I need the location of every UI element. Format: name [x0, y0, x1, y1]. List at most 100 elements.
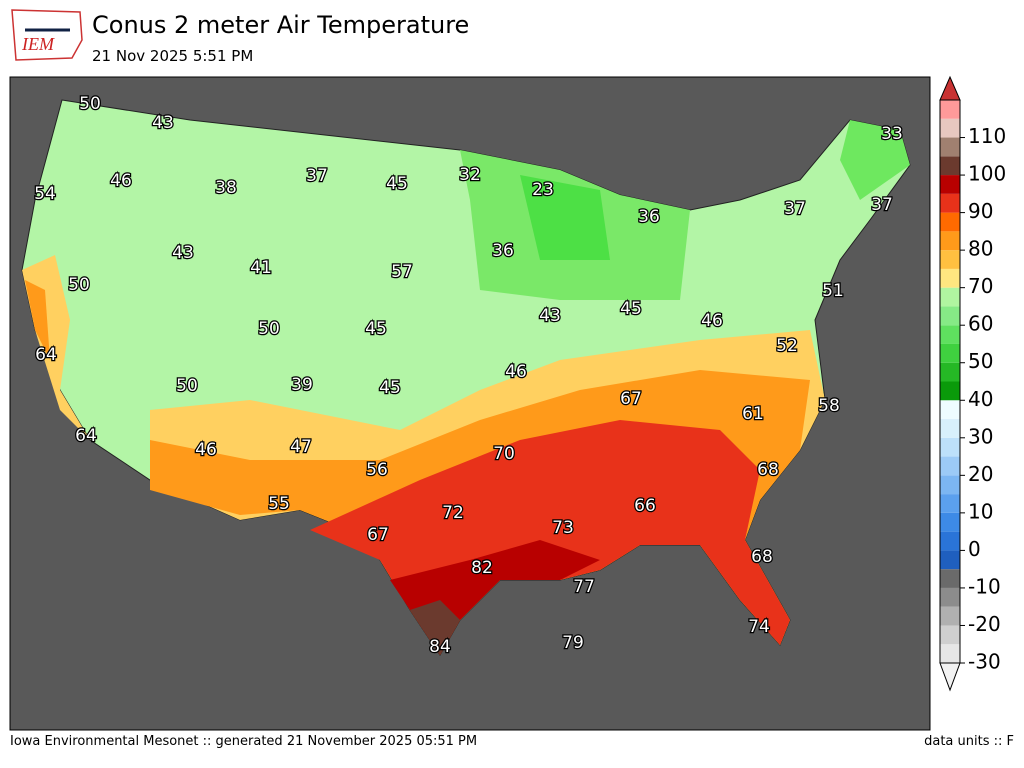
temperature-label: 45	[379, 378, 401, 398]
temperature-label: 74	[748, 617, 770, 637]
colorbar-cap	[939, 662, 961, 692]
temperature-label: 39	[291, 375, 313, 395]
subtitle: 21 Nov 2025 5:51 PM	[92, 47, 253, 65]
temperature-label: 45	[386, 174, 408, 194]
temperature-label: 43	[152, 113, 174, 133]
temperature-label: 47	[290, 437, 312, 457]
temperature-label: 84	[429, 637, 451, 657]
colorbar-segment	[940, 100, 960, 119]
colorbar-segment	[940, 268, 960, 288]
colorbar-tick-label: 0	[968, 537, 981, 561]
temperature-label: 66	[634, 496, 656, 516]
temperature-label: 43	[539, 306, 561, 326]
colorbar-tick-label: 10	[968, 499, 993, 523]
colorbar-segment	[940, 175, 960, 194]
colorbar-segment	[940, 606, 960, 626]
footer-right: data units :: F	[924, 734, 1014, 749]
temperature-label: 32	[459, 165, 481, 185]
colorbar-segment	[940, 212, 960, 232]
colorbar-segment	[940, 193, 960, 213]
temperature-label: 64	[35, 345, 57, 365]
temperature-label: 50	[79, 94, 101, 114]
temperature-label: 56	[366, 460, 388, 480]
colorbar-segment	[940, 381, 960, 401]
colorbar-segment	[940, 494, 960, 513]
colorbar-segment	[940, 231, 960, 251]
temperature-label: 23	[532, 180, 554, 200]
temperature-label: 70	[493, 444, 515, 464]
temperature-label: 50	[68, 275, 90, 295]
colorbar-segment	[940, 250, 960, 269]
temperature-label: 33	[881, 124, 903, 144]
temperature-label: 52	[776, 336, 798, 356]
colorbar-outline	[939, 99, 961, 664]
colorbar-tick-label: -10	[968, 574, 1001, 598]
colorbar-tick-label: 20	[968, 462, 993, 486]
colorbar-segment	[940, 156, 960, 176]
colorbar-segment	[940, 306, 960, 326]
temperature-label: 38	[215, 178, 237, 198]
colorbar-segment	[940, 475, 960, 495]
colorbar-segment	[940, 343, 960, 363]
temperature-label: 67	[367, 525, 389, 545]
colorbar-segment	[940, 419, 960, 438]
colorbar-segment	[940, 137, 960, 157]
colorbar-segment	[940, 569, 960, 588]
temperature-label: 45	[620, 299, 642, 319]
colorbar-tick-label: 100	[968, 162, 1006, 186]
temperature-label: 82	[471, 558, 493, 578]
temperature-label: 68	[757, 460, 779, 480]
colorbar-tick-label: -30	[968, 650, 1001, 674]
colorbar-tick-label: 80	[968, 237, 993, 261]
temperature-label: 37	[306, 166, 328, 186]
colorbar-segment	[940, 118, 960, 138]
colorbar: -30 -20 -10 0 10 20 30 40 50 60 70 80 90 100 110	[939, 75, 1006, 692]
colorbar-segment	[940, 512, 960, 532]
temperature-label: 36	[638, 207, 660, 227]
map-fill	[21, 99, 911, 656]
temperature-label: 54	[34, 184, 56, 204]
colorbar-segment	[940, 400, 960, 420]
colorbar-segment	[940, 625, 960, 645]
temperature-label: 46	[195, 440, 217, 460]
colorbar-tick-label: -20	[968, 612, 1001, 636]
temperature-label: 41	[250, 258, 272, 278]
colorbar-segment	[940, 587, 960, 607]
temperature-label: 36	[492, 241, 514, 261]
temperature-label: 77	[573, 577, 595, 597]
temperature-label: 37	[871, 195, 893, 215]
temperature-label: 45	[365, 319, 387, 339]
logo-text: IEM	[21, 34, 55, 54]
footer-left: Iowa Environmental Mesonet :: generated …	[10, 734, 477, 749]
temperature-label: 73	[552, 518, 574, 538]
temperature-label: 43	[172, 243, 194, 263]
colorbar-tick-label: 50	[968, 349, 993, 373]
temperature-label: 68	[751, 547, 773, 567]
colorbar-segment	[940, 362, 960, 382]
temperature-label: 61	[742, 404, 764, 424]
colorbar-segment	[940, 644, 960, 663]
colorbar-tick-label: 70	[968, 274, 993, 298]
colorbar-segment	[940, 550, 960, 570]
colorbar-segment	[940, 531, 960, 551]
temperature-label: 50	[258, 319, 280, 339]
colorbar-segment	[940, 456, 960, 476]
temperature-label: 64	[75, 426, 97, 446]
colorbar-tick-label: 40	[968, 387, 993, 411]
title: Conus 2 meter Air Temperature	[92, 11, 469, 39]
colorbar-segment	[940, 437, 960, 457]
temperature-label: 57	[391, 262, 413, 282]
colorbar-tick-label: 90	[968, 199, 993, 223]
station-labels: 50 43 54 46 38 37 45 32 23 36 37 37 33 43 41 57 36 50 51 43…	[33, 93, 904, 659]
logo: IEM	[11, 9, 83, 61]
colorbar-segment	[940, 325, 960, 344]
temperature-label: 55	[268, 494, 290, 514]
temperature-label: 58	[818, 396, 840, 416]
temperature-label: 72	[442, 503, 464, 523]
temperature-label: 46	[505, 362, 527, 382]
temperature-label: 67	[620, 389, 642, 409]
colorbar-tick-label: 110	[968, 124, 1006, 148]
temperature-label: 50	[176, 376, 198, 396]
colorbar-tick-label: 60	[968, 312, 993, 336]
